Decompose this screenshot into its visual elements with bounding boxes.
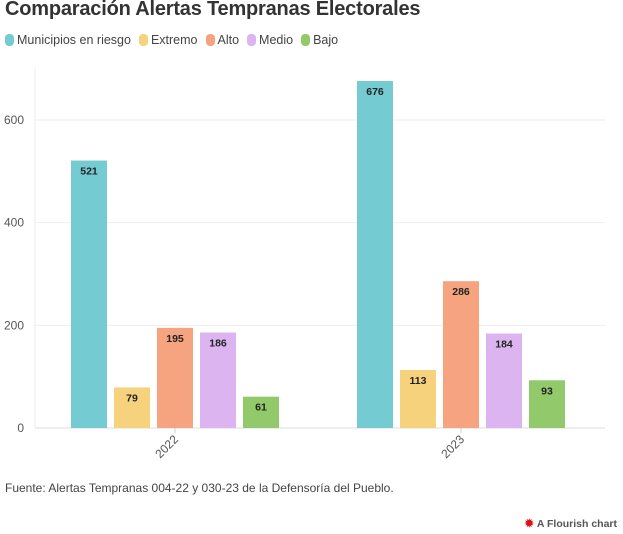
legend: Municipios en riesgo Extremo Alto Medio Bajo <box>5 33 338 47</box>
data-label: 79 <box>126 392 138 404</box>
y-tick-label: 600 <box>4 113 24 127</box>
source-note: Fuente: Alertas Tempranas 004-22 y 030-2… <box>5 481 394 495</box>
bar <box>157 327 193 428</box>
flourish-credit[interactable]: ✹ A Flourish chart <box>524 517 617 531</box>
data-label: 521 <box>80 166 98 178</box>
legend-item[interactable]: Extremo <box>138 33 198 47</box>
data-label: 186 <box>209 338 227 350</box>
legend-swatch <box>247 34 257 46</box>
legend-label: Municipios en riesgo <box>17 33 131 47</box>
bar <box>71 160 107 428</box>
bar-chart: 0 200 400 600 521 79 195 186 61 2022 676 113 286 184 9… <box>4 68 605 461</box>
legend-item[interactable]: Alto <box>205 33 240 47</box>
legend-item[interactable]: Medio <box>247 33 293 47</box>
legend-label: Extremo <box>150 33 198 47</box>
legend-swatch <box>138 34 148 46</box>
y-tick-label: 400 <box>4 216 24 230</box>
data-label: 676 <box>366 86 384 98</box>
bar <box>114 387 150 428</box>
bar <box>443 281 479 428</box>
legend-item[interactable]: Bajo <box>301 33 338 47</box>
data-label: 184 <box>495 339 513 351</box>
bar <box>200 332 236 428</box>
bar <box>400 369 436 428</box>
legend-swatch <box>205 34 215 46</box>
data-label: 195 <box>166 333 184 345</box>
chart-title: Comparación Alertas Tempranas Electorale… <box>5 0 421 20</box>
bar <box>529 380 565 428</box>
legend-swatch <box>301 34 311 46</box>
legend-label: Medio <box>259 33 294 47</box>
credit-label: A Flourish chart <box>536 517 617 530</box>
data-label: 93 <box>541 385 553 397</box>
bar <box>243 396 279 428</box>
x-tick-label: 2023 <box>438 432 467 461</box>
bar <box>486 333 522 428</box>
data-label: 61 <box>255 402 267 414</box>
bar <box>357 80 393 428</box>
legend-label: Alto <box>217 33 240 47</box>
y-tick-label: 200 <box>4 318 24 332</box>
data-label: 113 <box>410 375 427 387</box>
legend-swatch <box>5 34 14 46</box>
flourish-logo-icon: ✹ <box>524 518 534 530</box>
y-tick-label: 0 <box>17 421 24 435</box>
x-tick-label: 2022 <box>152 432 181 461</box>
legend-label: Bajo <box>313 33 339 47</box>
data-label: 286 <box>452 286 470 298</box>
legend-item[interactable]: Municipios en riesgo <box>5 33 131 47</box>
